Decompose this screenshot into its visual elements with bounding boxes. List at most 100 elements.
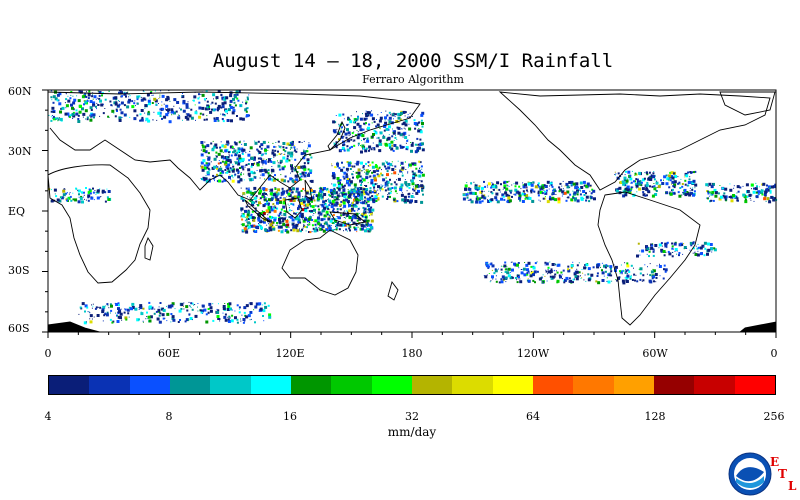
rain-cell xyxy=(227,167,229,170)
rain-cell xyxy=(133,102,136,105)
rain-cell xyxy=(303,217,307,221)
rain-cell xyxy=(387,136,391,140)
rain-cell xyxy=(408,116,411,119)
rain-cell xyxy=(243,229,246,232)
rain-cell xyxy=(413,189,416,192)
rain-cell xyxy=(388,111,391,114)
rain-cell xyxy=(277,140,280,143)
rain-cell xyxy=(241,223,245,227)
rain-cell xyxy=(239,167,241,169)
rain-cell xyxy=(242,199,245,202)
rain-cell xyxy=(302,200,306,204)
rain-cell xyxy=(763,197,767,201)
rain-cell xyxy=(334,196,337,198)
rain-cell xyxy=(161,307,164,311)
rain-cell xyxy=(208,108,211,110)
rain-cell xyxy=(143,91,145,93)
rain-cell xyxy=(671,180,675,184)
colorbar-tick-128: 128 xyxy=(644,410,666,423)
rain-cell xyxy=(236,159,238,161)
rain-cell xyxy=(342,199,345,202)
rain-cell xyxy=(420,171,423,174)
rain-cell xyxy=(281,210,283,212)
rain-cell xyxy=(584,274,586,276)
rain-cell xyxy=(370,206,373,209)
rain-cell xyxy=(328,215,331,218)
rain-cell xyxy=(414,162,417,165)
rain-cell xyxy=(563,189,565,191)
rain-cell xyxy=(353,126,357,130)
rain-cell xyxy=(263,320,265,322)
rain-cell xyxy=(302,197,304,199)
rain-cell xyxy=(331,174,334,177)
rain-cell xyxy=(232,177,234,179)
rain-cell xyxy=(78,110,82,114)
rain-cell xyxy=(395,146,399,150)
rain-cell xyxy=(216,166,218,168)
rain-cell xyxy=(151,94,153,96)
rain-cell xyxy=(340,191,343,194)
rain-cell xyxy=(340,200,343,203)
rain-cell xyxy=(287,192,291,196)
rain-cell xyxy=(267,149,269,151)
rain-cell xyxy=(252,218,256,222)
colorbar-tick-8: 8 xyxy=(165,410,173,423)
rain-cell xyxy=(297,211,299,213)
rain-cell xyxy=(65,98,68,101)
rain-cell xyxy=(128,306,131,309)
rain-cell xyxy=(377,189,379,191)
rain-cell xyxy=(348,190,350,192)
rain-cell xyxy=(358,145,360,147)
rain-cell xyxy=(207,308,210,310)
rain-cell xyxy=(229,161,232,164)
rain-cell xyxy=(688,178,691,181)
rain-cell xyxy=(519,199,522,202)
rain-cell xyxy=(371,198,373,200)
rain-cell xyxy=(87,311,89,313)
rain-cell xyxy=(407,183,411,186)
rain-cell xyxy=(222,120,225,123)
rain-cell xyxy=(191,308,194,311)
rain-cell xyxy=(523,194,526,197)
rain-cell xyxy=(258,161,261,163)
rain-cell xyxy=(365,219,369,223)
rain-cell xyxy=(655,189,657,191)
rain-cell xyxy=(349,221,351,223)
rain-cell xyxy=(392,128,393,130)
rain-cell xyxy=(517,278,519,280)
rain-cell xyxy=(236,157,239,160)
rain-cell xyxy=(361,176,363,178)
rain-cell xyxy=(357,189,360,192)
rain-cell xyxy=(366,203,367,205)
rain-cell xyxy=(371,195,374,198)
rain-cell xyxy=(657,185,661,189)
rain-cell xyxy=(231,174,234,177)
rain-cell xyxy=(273,216,277,220)
rain-cell xyxy=(359,168,361,170)
rain-cell xyxy=(404,161,406,163)
rain-cell xyxy=(652,268,654,270)
rain-cell xyxy=(229,106,233,109)
rain-cell xyxy=(329,219,333,223)
rain-cell xyxy=(305,191,309,195)
rain-cell xyxy=(529,274,531,276)
rain-cell xyxy=(307,217,311,221)
rain-cell xyxy=(216,315,220,318)
rain-cell xyxy=(109,318,112,321)
rain-cell xyxy=(117,315,121,319)
rain-cell xyxy=(755,182,757,184)
rain-cell xyxy=(484,275,488,279)
rain-cell xyxy=(568,181,572,184)
rain-cell xyxy=(203,98,206,101)
rain-cell xyxy=(628,177,630,179)
rain-cell xyxy=(346,196,348,198)
rain-cell xyxy=(234,316,237,320)
rain-cell xyxy=(537,192,540,195)
rain-cell xyxy=(669,171,672,174)
rain-cell xyxy=(521,192,525,196)
rain-cell xyxy=(251,201,255,205)
rain-cell xyxy=(223,315,227,319)
rain-cell xyxy=(416,184,420,188)
rain-cell xyxy=(378,166,381,169)
rain-cell xyxy=(750,183,754,187)
